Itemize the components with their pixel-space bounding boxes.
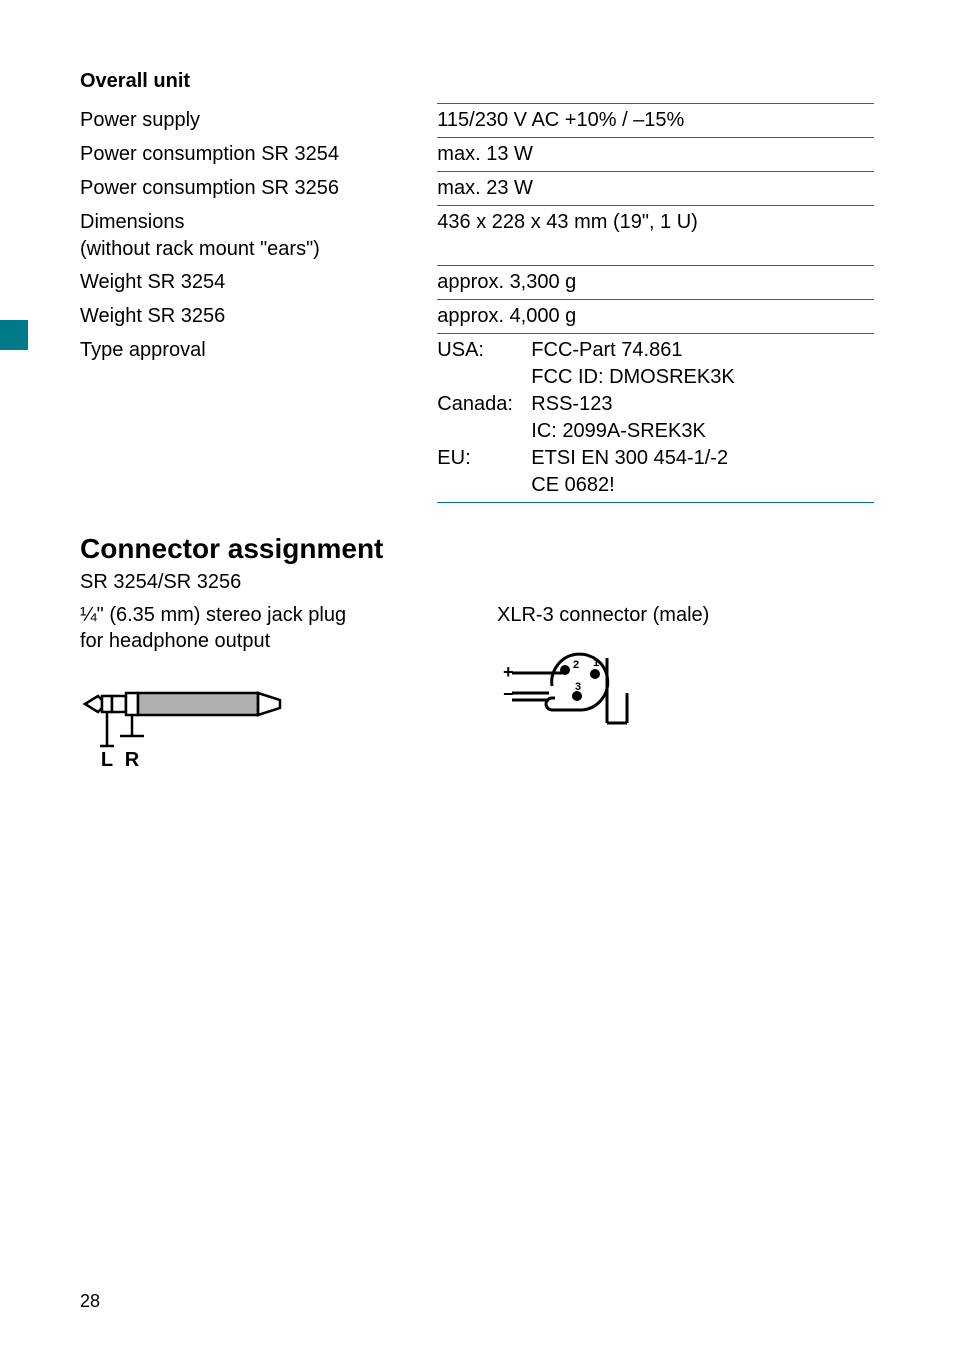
jack-label-line2: for headphone output (80, 630, 270, 652)
spec-label: Weight SR 3256 (80, 300, 437, 334)
type-approval-region: EU: (437, 445, 527, 499)
xlr-minus-label: − (503, 684, 514, 704)
overall-unit-heading: Overall unit (80, 70, 874, 93)
xlr-label-line1: XLR-3 connector (male) (497, 604, 709, 626)
spec-value: approx. 3,300 g (437, 266, 874, 300)
page-number: 28 (80, 1291, 100, 1312)
type-approval-label: Type approval (80, 334, 437, 503)
xlr-connector-icon: + − 2 1 3 (497, 648, 667, 743)
spec-label: Power supply (80, 104, 437, 138)
spec-label: Weight SR 3254 (80, 266, 437, 300)
spec-value: max. 23 W (437, 172, 874, 206)
type-approval-region: Canada: (437, 391, 527, 445)
spec-label: Power consumption SR 3254 (80, 138, 437, 172)
spec-value: approx. 4,000 g (437, 300, 874, 334)
spec-label: Power consumption SR 3256 (80, 172, 437, 206)
type-approval-lines: ETSI EN 300 454-1/-2CE 0682! (531, 445, 874, 499)
connector-heading: Connector assignment (80, 533, 874, 565)
spec-value: 115/230 V AC +10% / –15% (437, 104, 874, 138)
xlr-plus-label: + (503, 662, 514, 682)
jack-ring-label: R (125, 749, 140, 769)
xlr-pin2-label: 2 (573, 659, 579, 671)
xlr-column: XLR-3 connector (male) + − 2 (497, 602, 874, 769)
type-approval-lines: RSS-123IC: 2099A-SREK3K (531, 391, 874, 445)
type-approval-value: USA:FCC-Part 74.861FCC ID: DMOSREK3KCana… (437, 334, 874, 503)
spec-value: max. 13 W (437, 138, 874, 172)
jack-column: ¼" (6.35 mm) stereo jack plug for headph… (80, 602, 457, 769)
jack-label-line1: ¼" (6.35 mm) stereo jack plug (80, 604, 346, 626)
spec-value: 436 x 228 x 43 mm (19", 1 U) (437, 206, 874, 266)
page-edge-marker (0, 320, 28, 350)
jack-plug-icon: L R (80, 674, 300, 769)
xlr-pin3-label: 3 (575, 681, 581, 693)
spec-table: Power supply115/230 V AC +10% / –15%Powe… (80, 103, 874, 503)
xlr-pin1-label: 1 (593, 657, 599, 669)
jack-tip-label: L (101, 749, 113, 769)
type-approval-lines: FCC-Part 74.861FCC ID: DMOSREK3K (531, 337, 874, 391)
connector-model: SR 3254/SR 3256 (80, 571, 874, 594)
type-approval-region: USA: (437, 337, 527, 391)
spec-label: Dimensions(without rack mount "ears") (80, 206, 437, 266)
